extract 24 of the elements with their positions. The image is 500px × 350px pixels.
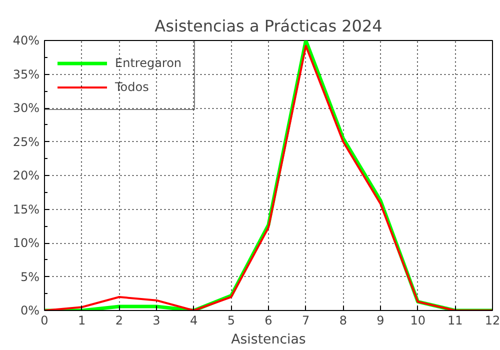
y-tick-label: 25% <box>12 134 40 149</box>
y-tick-label: 5% <box>20 270 40 284</box>
x-tick-label: 1 <box>78 314 86 328</box>
y-tick-label: 20% <box>12 168 40 182</box>
x-axis-title: Asistencias <box>231 332 306 348</box>
x-tick-label: 10 <box>410 314 426 328</box>
x-tick-label: 9 <box>376 314 384 328</box>
y-tick-label: 35% <box>12 67 40 82</box>
x-tick-label: 12 <box>484 314 500 328</box>
x-tick-label: 4 <box>190 314 198 328</box>
y-tick-label: 0% <box>20 304 40 318</box>
y-tick-label: 15% <box>12 202 40 216</box>
x-tick-label: 0 <box>40 314 48 328</box>
y-tick-label: 40% <box>12 34 40 48</box>
x-tick-label: 3 <box>152 314 160 328</box>
x-tick-label: 7 <box>302 314 310 328</box>
x-tick-label: 5 <box>227 314 235 328</box>
x-tick-label: 11 <box>448 314 463 328</box>
chart-title: Asistencias a Prácticas 2024 <box>154 16 382 36</box>
y-tick-label: 10% <box>12 236 40 250</box>
x-tick-label: 8 <box>339 314 347 328</box>
x-tick-label: 6 <box>264 314 272 328</box>
x-tick-label: 2 <box>115 314 123 328</box>
y-tick-label: 30% <box>12 101 40 115</box>
